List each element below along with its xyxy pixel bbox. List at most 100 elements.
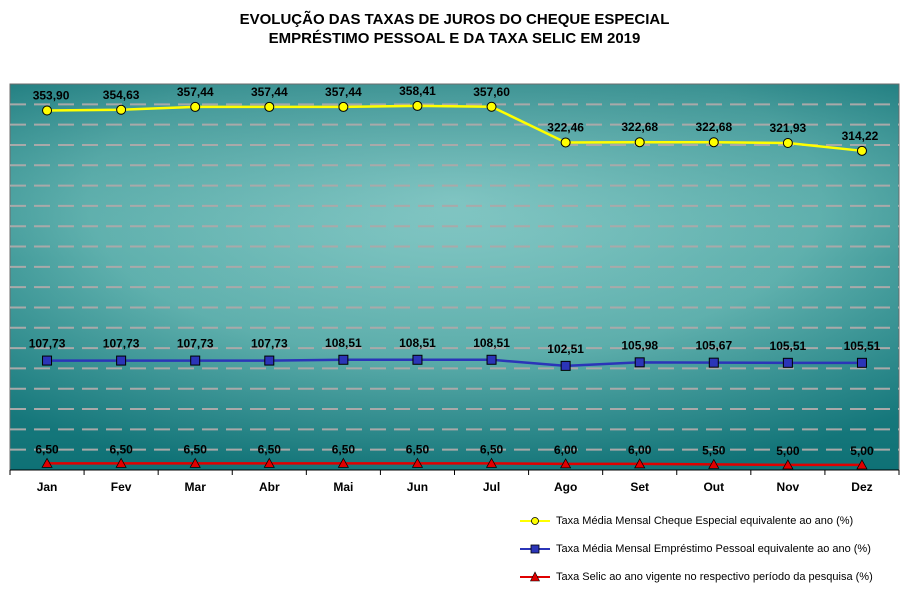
- data-label: 105,67: [695, 339, 732, 353]
- series-selic: 6,50 6,50 6,50 6,50 6,50 6,50 6,50 6,00 6,00 5,50…: [35, 442, 874, 470]
- data-point: [856, 145, 867, 156]
- data-point: [337, 457, 349, 468]
- data-point: [856, 459, 868, 470]
- data-point: [560, 137, 571, 148]
- series-line: [47, 104, 863, 153]
- data-label: 357,44: [177, 85, 214, 99]
- x-tick-label: Dez: [851, 480, 872, 494]
- data-label: 108,51: [399, 336, 436, 350]
- data-point: [338, 101, 349, 112]
- x-tick-label: Out: [703, 480, 724, 494]
- chart-title-line1: EVOLUÇÃO DAS TAXAS DE JUROS DO CHEQUE ES…: [239, 11, 670, 28]
- plot-shade: [10, 84, 899, 470]
- series-cheque-especial: 353,90 354,63 357,44 357,44 357,44 358,41 357,…: [33, 84, 879, 156]
- data-label: 107,73: [29, 337, 66, 351]
- data-point: [189, 457, 201, 468]
- data-label: 107,73: [177, 337, 214, 351]
- x-tick-label: Ago: [554, 480, 577, 494]
- data-point: [634, 137, 645, 148]
- data-label: 6,50: [406, 442, 430, 456]
- series-emprestimo-pessoal: 107,73 107,73 107,73 107,73 108,51 108,51 108,…: [29, 336, 881, 371]
- legend-label-emprestimo-pessoal: Taxa Média Mensal Empréstimo Pessoal equ…: [556, 543, 871, 555]
- data-point: [634, 357, 645, 368]
- data-label: 6,50: [258, 442, 282, 456]
- data-label: 354,63: [103, 88, 140, 102]
- data-point: [264, 355, 275, 366]
- chart-title: EVOLUÇÃO DAS TAXAS DE JUROS DO CHEQUE ES…: [0, 10, 909, 48]
- data-label: 6,50: [332, 442, 356, 456]
- data-point: [412, 100, 423, 111]
- data-label: 105,51: [844, 339, 881, 353]
- data-label: 107,73: [251, 337, 288, 351]
- data-point: [856, 357, 867, 368]
- data-label: 6,50: [35, 442, 59, 456]
- data-point: [42, 355, 53, 366]
- chart-title-line2: EMPRÉSTIMO PESSOAL E DA TAXA SELIC EM 20…: [268, 30, 641, 47]
- data-label: 322,46: [547, 120, 584, 134]
- data-point: [115, 457, 127, 468]
- data-point: [560, 360, 571, 371]
- series-layer: 353,90 354,63 357,44 357,44 357,44 358,41 357,…: [29, 84, 881, 470]
- data-point: [708, 458, 720, 469]
- data-point: [782, 137, 793, 148]
- data-point: [116, 104, 127, 115]
- data-label: 105,98: [621, 338, 658, 352]
- line-chart: 353,90 354,63 357,44 357,44 357,44 358,41 357,…: [9, 83, 900, 494]
- x-tick-label: Jan: [37, 480, 58, 494]
- data-label: 322,68: [621, 120, 658, 134]
- data-point: [190, 355, 201, 366]
- data-point: [42, 105, 53, 116]
- x-axis: Jan Fev Mar Abr Mai Jun Jul Ago Set Out Nov Dez: [9, 469, 900, 494]
- data-label: 357,60: [473, 85, 510, 99]
- data-label: 357,44: [251, 85, 288, 99]
- data-label: 108,51: [325, 336, 362, 350]
- data-label: 105,51: [770, 339, 807, 353]
- data-point: [41, 457, 53, 468]
- data-point: [116, 355, 127, 366]
- x-tick-label: Nov: [777, 480, 800, 494]
- plot-area: [9, 83, 900, 471]
- data-label: 357,44: [325, 85, 362, 99]
- data-label: 358,41: [399, 84, 436, 98]
- x-tick-label: Set: [630, 480, 649, 494]
- data-point: [412, 354, 423, 365]
- data-point: [782, 459, 794, 470]
- x-tick-label: Mai: [333, 480, 353, 494]
- data-point: [263, 457, 275, 468]
- data-label: 6,50: [184, 442, 208, 456]
- x-tick-label: Fev: [111, 480, 132, 494]
- data-label: 5,00: [850, 444, 874, 458]
- data-point: [486, 101, 497, 112]
- data-point: [708, 357, 719, 368]
- legend-marker-square-icon: [520, 544, 550, 554]
- data-label: 5,50: [702, 443, 726, 457]
- series-line: [47, 358, 862, 368]
- data-label: 314,22: [842, 129, 879, 143]
- data-label: 6,00: [554, 443, 578, 457]
- data-label: 6,50: [109, 442, 133, 456]
- legend-marker-circle-icon: [520, 517, 550, 525]
- series-line: [47, 462, 862, 467]
- data-label: 322,68: [695, 120, 732, 134]
- x-tick-label: Abr: [259, 480, 280, 494]
- grid-lines: [10, 103, 899, 451]
- data-label: 321,93: [770, 121, 807, 135]
- data-point: [708, 137, 719, 148]
- data-label: 102,51: [547, 342, 584, 356]
- data-point: [485, 457, 498, 468]
- data-point: [264, 101, 275, 112]
- data-point: [634, 458, 646, 469]
- data-label: 108,51: [473, 336, 510, 350]
- data-point: [190, 101, 201, 112]
- data-label: 107,73: [103, 337, 140, 351]
- data-point: [338, 354, 349, 365]
- x-tick-label: Jun: [407, 480, 428, 494]
- x-tick-label: Mar: [185, 480, 207, 494]
- data-point: [411, 457, 424, 468]
- data-label: 353,90: [33, 89, 70, 103]
- x-tick-label: Jul: [483, 480, 500, 494]
- legend-label-cheque-especial: Taxa Média Mensal Cheque Especial equiva…: [556, 515, 854, 527]
- data-point: [560, 458, 572, 469]
- data-label: 6,00: [628, 443, 652, 457]
- data-label: 6,50: [480, 442, 504, 456]
